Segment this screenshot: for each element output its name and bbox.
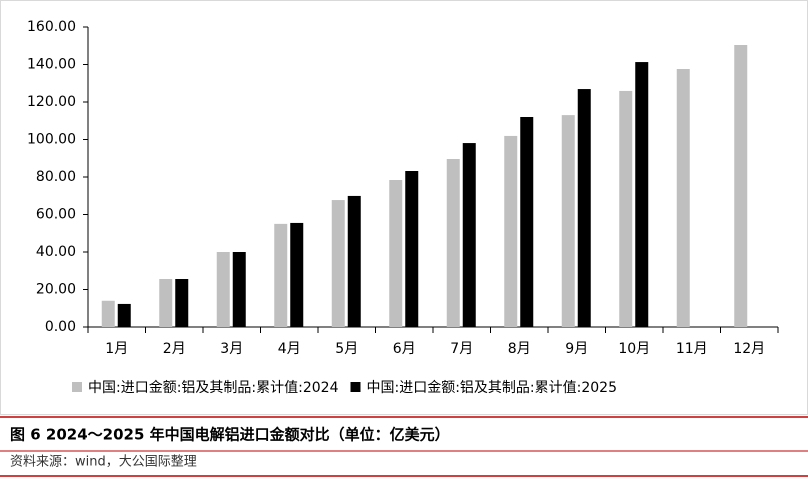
bar <box>101 300 115 327</box>
caption: 图 6 2024～2025 年中国电解铝进口金额对比（单位：亿美元） <box>10 426 450 444</box>
y-tick-label: 0.00 <box>45 319 76 335</box>
bar <box>619 90 633 327</box>
bar <box>561 115 575 327</box>
bar <box>274 223 288 327</box>
y-tick-label: 60.00 <box>36 207 76 223</box>
bar <box>577 89 591 327</box>
legend-swatch <box>350 382 361 392</box>
bar <box>117 303 131 327</box>
bar <box>232 252 246 327</box>
x-tick-label: 7月 <box>450 341 473 357</box>
bar <box>175 279 189 327</box>
bar <box>405 171 419 327</box>
x-tick-label: 8月 <box>508 341 531 357</box>
bar <box>159 279 173 327</box>
y-tick-label: 160.00 <box>27 19 76 35</box>
y-tick-label: 20.00 <box>36 282 76 298</box>
x-tick-label: 11月 <box>676 341 708 357</box>
legend-label: 中国:进口金额:铝及其制品:累计值:2024 <box>88 380 339 396</box>
source: 资料来源：wind，大公国际整理 <box>10 455 197 470</box>
x-tick-label: 2月 <box>163 341 186 357</box>
y-tick-label: 140.00 <box>27 57 76 73</box>
bar <box>389 180 403 327</box>
x-tick-label: 5月 <box>335 341 358 357</box>
x-tick-label: 6月 <box>393 341 416 357</box>
x-tick-label: 1月 <box>105 341 128 357</box>
x-tick-label: 12月 <box>733 341 765 357</box>
y-tick-label: 120.00 <box>27 94 76 110</box>
y-tick-label: 100.00 <box>27 132 76 148</box>
x-tick-label: 10月 <box>618 341 650 357</box>
bar <box>290 222 304 327</box>
bar <box>520 117 534 327</box>
bar <box>216 252 230 327</box>
y-tick-label: 40.00 <box>36 244 76 260</box>
legend-swatch <box>72 382 82 392</box>
bar <box>446 159 460 327</box>
bar <box>347 195 361 327</box>
bar <box>331 200 345 327</box>
bar <box>462 143 476 327</box>
bar <box>734 45 748 327</box>
legend-label: 中国:进口金额:铝及其制品:累计值:2025 <box>367 380 618 396</box>
bar <box>635 62 649 327</box>
x-tick-label: 9月 <box>565 341 588 357</box>
bar <box>504 135 518 327</box>
x-tick-label: 4月 <box>278 341 301 357</box>
y-tick-label: 80.00 <box>36 169 76 185</box>
bar <box>676 69 690 327</box>
x-tick-label: 3月 <box>220 341 243 357</box>
